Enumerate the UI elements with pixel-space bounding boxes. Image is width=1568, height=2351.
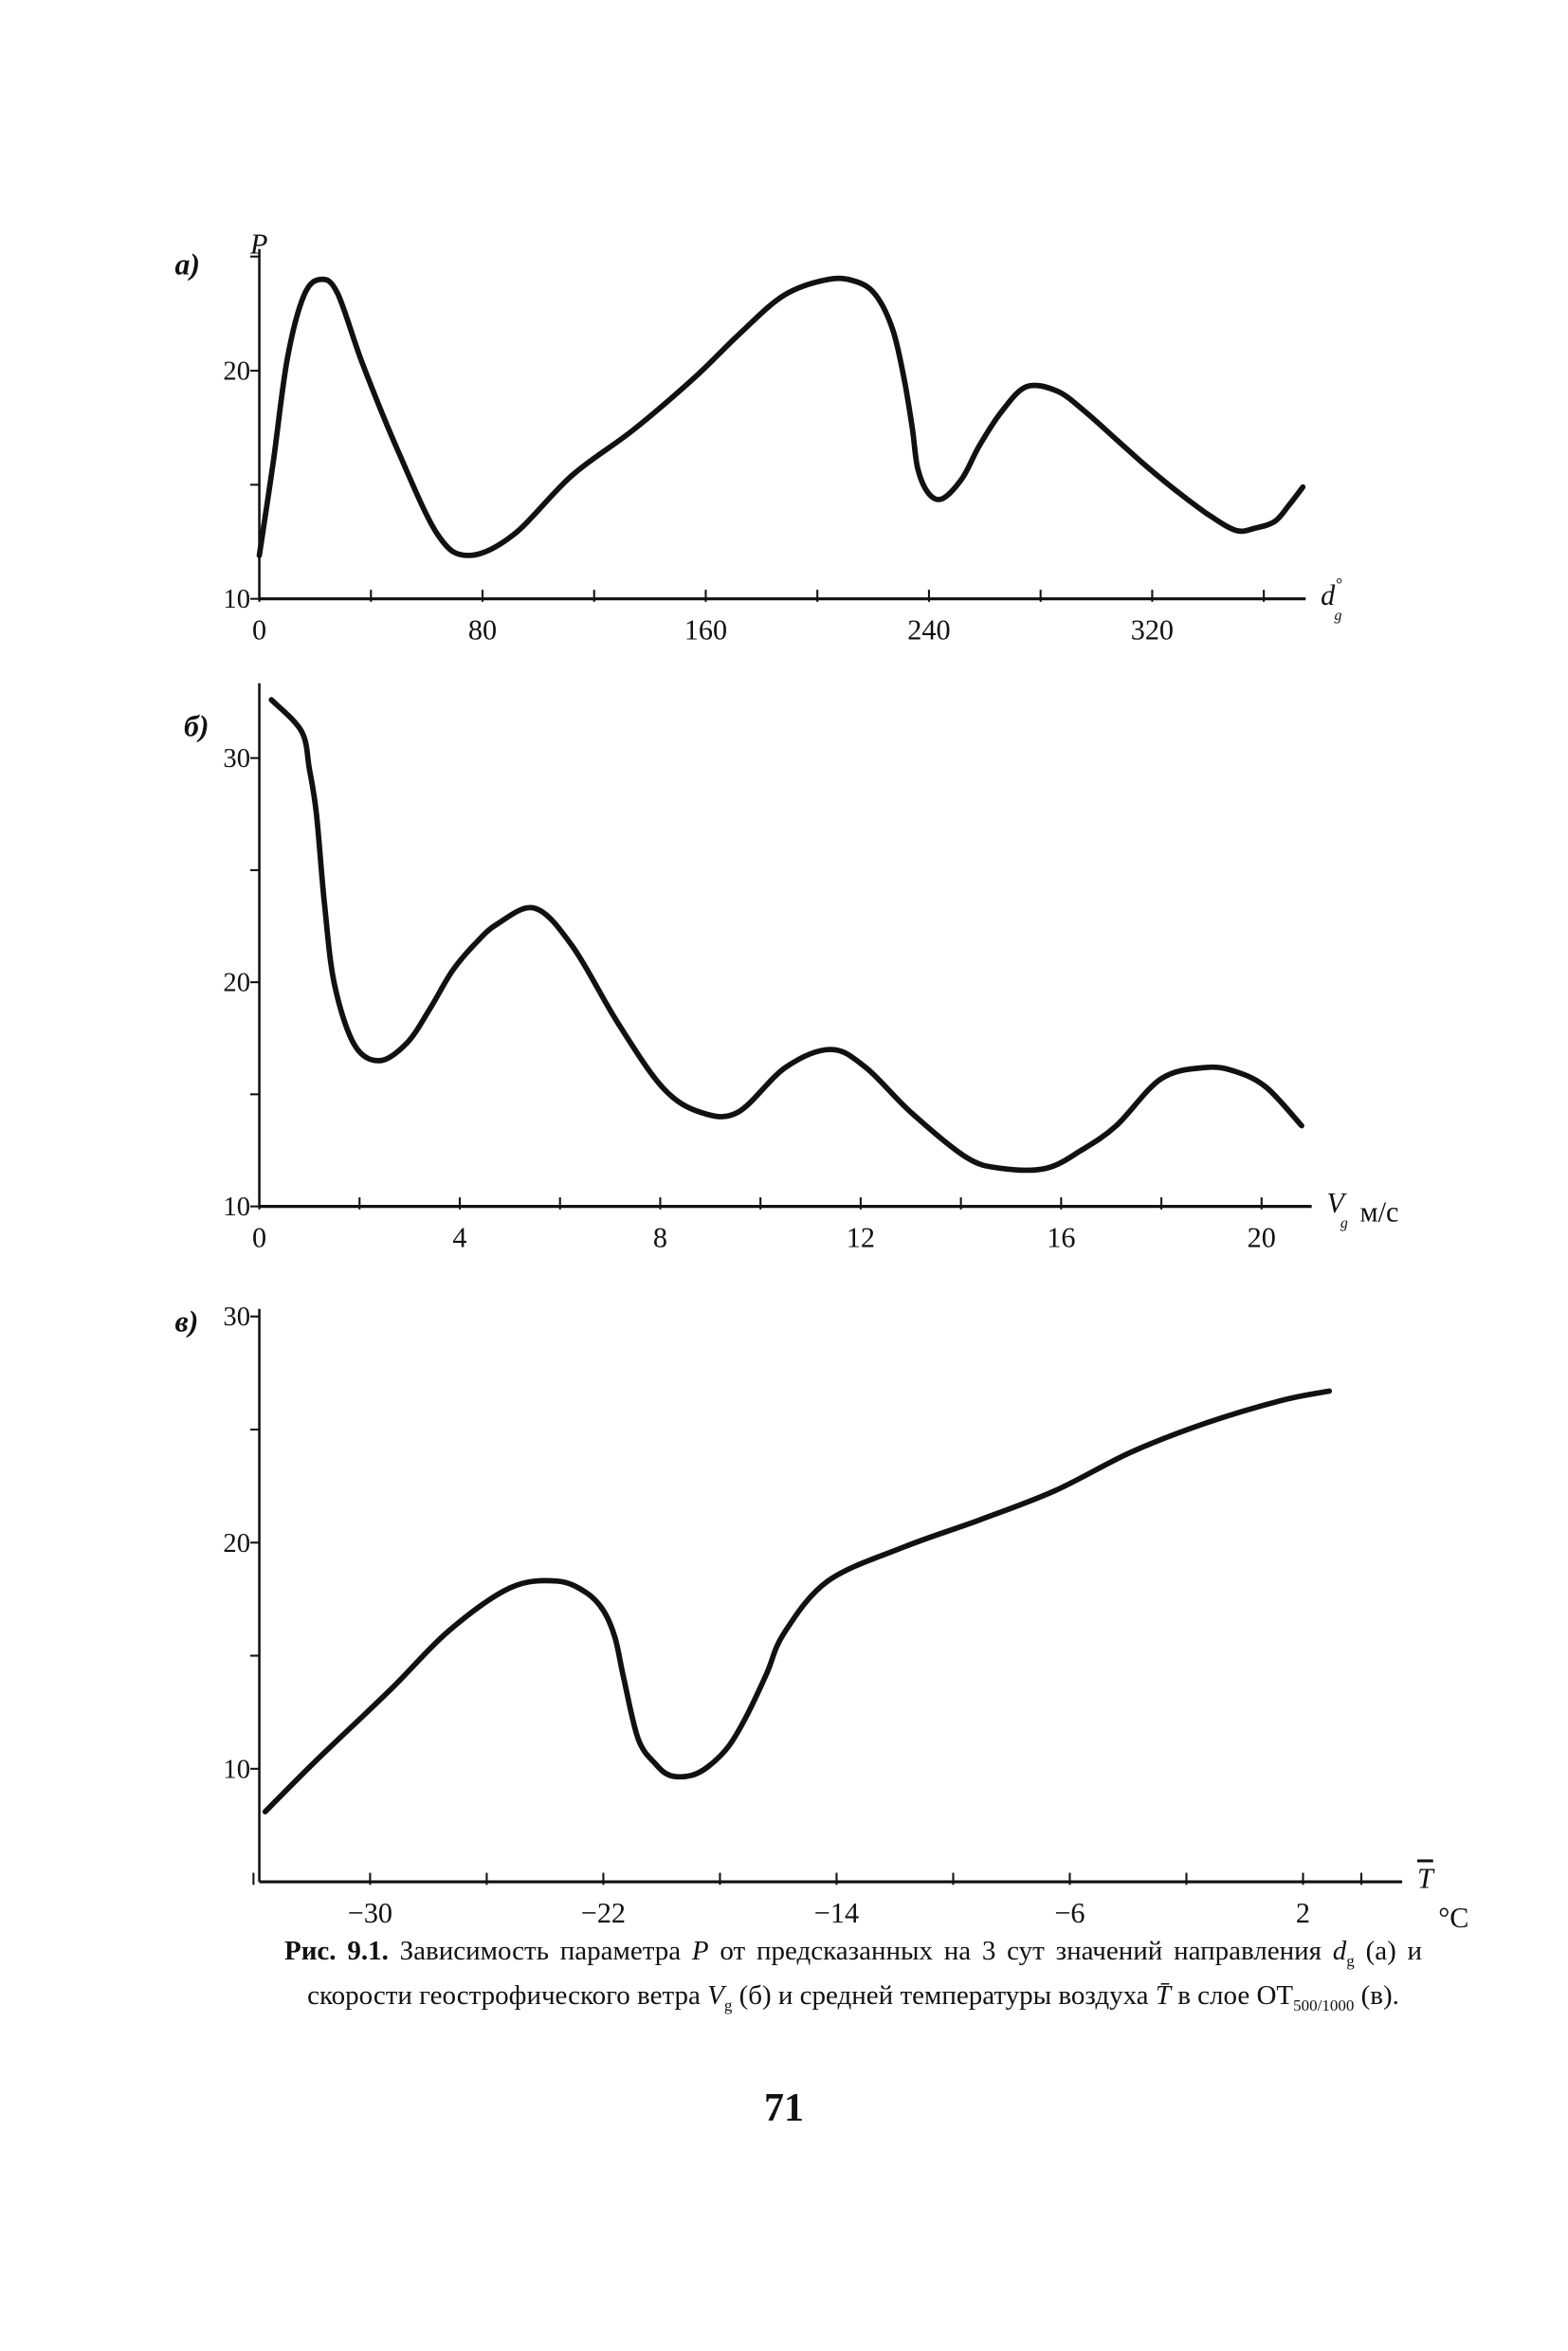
- caption-text: Зависимость параметра: [399, 1936, 682, 1966]
- caption-text: от предсказанных на 3 сут значений напра…: [720, 1936, 1322, 1966]
- x-axis-label-sub: g: [1340, 1215, 1348, 1231]
- page-number: 71: [764, 2087, 804, 2130]
- x-tick-label: 8: [653, 1222, 667, 1254]
- caption-sub: 500/1000: [1293, 1996, 1355, 2014]
- x-tick-label: 240: [907, 614, 950, 647]
- x-tick-label: −14: [814, 1897, 859, 1929]
- x-axis-label-sup: °: [1336, 574, 1342, 593]
- x-axis-label-sub: g: [1334, 608, 1341, 624]
- y-tick-label: 10: [223, 1192, 250, 1222]
- caption-fig-number: Рис. 9.1.: [284, 1936, 389, 1966]
- panel-label: б): [184, 709, 209, 742]
- x-tick-label: 80: [468, 614, 497, 647]
- caption-symbol-t: T̄: [1155, 1979, 1171, 2011]
- chart-c-temperature: −30 −22 −14 −6 2 10 20 30 в) T°C: [174, 1302, 1468, 1934]
- caption-text: (в).: [1360, 1979, 1399, 2011]
- caption-symbol-p: P: [691, 1936, 709, 1966]
- x-tick-label: 16: [1047, 1222, 1075, 1254]
- x-tick-label: 2: [1296, 1897, 1310, 1929]
- x-tick-label: −30: [348, 1897, 392, 1929]
- caption-text: и средней температуры воздуха: [777, 1979, 1149, 2011]
- data-line: [256, 275, 1306, 558]
- x-tick-label: 160: [684, 614, 727, 647]
- figure-caption: Рис. 9.1. Зависимость параметра P от пре…: [284, 1934, 1422, 2023]
- caption-symbol-v: V: [707, 1979, 724, 2011]
- panel-label: а): [174, 248, 199, 282]
- x-tick-label: 0: [252, 1222, 266, 1254]
- data-line: [268, 697, 1304, 1174]
- x-tick-label: 4: [452, 1222, 466, 1254]
- panel-label: в): [174, 1305, 198, 1339]
- x-tick-label: −6: [1054, 1897, 1085, 1929]
- x-tick-label: −22: [581, 1897, 626, 1929]
- x-axis-label: V: [1327, 1187, 1348, 1219]
- caption-text: (б): [738, 1979, 772, 2011]
- x-axis-label: d: [1321, 579, 1336, 611]
- caption-symbol-d: d: [1332, 1936, 1347, 1966]
- x-tick-label: 0: [252, 614, 266, 647]
- chart-a-direction: 0 80 160 240 320 10 20 а) Pdg °: [174, 228, 1342, 646]
- y-tick-label: 30: [223, 743, 250, 774]
- y-tick-label: 20: [223, 356, 250, 387]
- x-tick-label: 20: [1248, 1222, 1276, 1254]
- x-tick-label: 12: [847, 1222, 875, 1254]
- caption-text: (а): [1365, 1936, 1396, 1966]
- x-axis-label: T: [1417, 1862, 1435, 1894]
- y-tick-label: 10: [223, 584, 250, 614]
- x-axis-unit: °C: [1438, 1902, 1468, 1934]
- data-line: [262, 1388, 1333, 1815]
- chart-b-wind-speed: 0 4 8 12 16 20 10 20 30 б) Vg м/с: [184, 683, 1398, 1254]
- caption-text: в слое ОТ: [1177, 1979, 1294, 2011]
- y-axis-label: P: [249, 228, 267, 260]
- caption-sub: g: [723, 1996, 733, 2014]
- x-tick-label: 320: [1131, 614, 1174, 647]
- y-tick-label: 20: [223, 1528, 250, 1558]
- caption-sub: g: [1346, 1951, 1355, 1970]
- y-tick-label: 20: [223, 968, 250, 998]
- x-axis-unit: м/с: [1360, 1196, 1399, 1229]
- caption-text: и скорости геострофического ветра: [307, 1936, 1423, 2011]
- y-tick-label: 30: [223, 1302, 250, 1332]
- y-tick-label: 10: [223, 1754, 250, 1784]
